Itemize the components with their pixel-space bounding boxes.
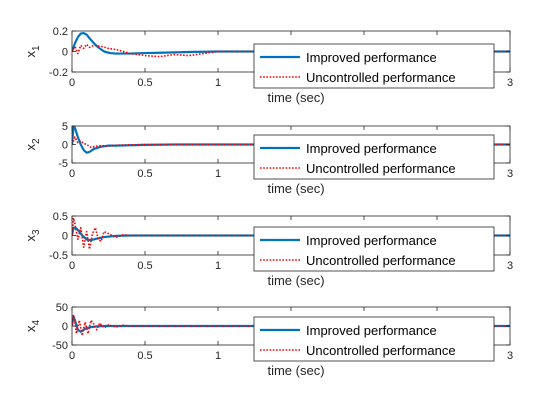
x-tick-label: 0.5: [137, 260, 152, 272]
y-tick-label: -0.2: [49, 67, 68, 79]
series-line-improved: [72, 31, 510, 55]
y-axis-label: x3: [23, 229, 42, 242]
legend-box: [253, 316, 495, 362]
legend-entry-label: Uncontrolled performance: [306, 161, 456, 176]
y-tick-label: 0.5: [53, 211, 68, 223]
legend-box: [253, 134, 495, 180]
x-axis-label: time (sec): [267, 363, 324, 378]
x-tick-label: 3: [507, 168, 513, 180]
legend: Improved performance Uncontrolled perform…: [253, 316, 495, 362]
y-tick-label: 0.2: [53, 26, 68, 38]
y-tick-label: 0: [62, 231, 68, 243]
series-line-uncontrolled: [72, 43, 510, 58]
legend-entry-label: Improved performance: [306, 233, 437, 248]
legend-entry-label: Uncontrolled performance: [306, 343, 456, 358]
y-tick-label: -5: [58, 158, 68, 170]
series-line-improved: [72, 315, 510, 333]
legend-entry-label: Improved performance: [306, 323, 437, 338]
y-tick-label: 0: [62, 140, 68, 152]
x-tick-label: 0.5: [137, 77, 152, 89]
y-axis-label: x2: [23, 138, 42, 151]
legend-entry-label: Improved performance: [306, 141, 437, 156]
x-tick-label: 0: [69, 350, 75, 362]
legend: Improved performance Uncontrolled perform…: [253, 134, 495, 180]
y-tick-label: 0: [62, 321, 68, 333]
legend-entry-label: Uncontrolled performance: [306, 253, 456, 268]
x-tick-label: 0: [69, 168, 75, 180]
legend-box: [253, 43, 495, 89]
y-axis-label: x1: [23, 45, 42, 58]
y-tick-label: -0.5: [49, 250, 68, 262]
x-axis-label: time (sec): [267, 273, 324, 288]
x-axis-label: time (sec): [267, 181, 324, 196]
y-tick-label: 50: [56, 302, 68, 314]
y-tick-label: 5: [62, 121, 68, 133]
x-tick-label: 1: [215, 77, 221, 89]
x-tick-label: 3: [507, 260, 513, 272]
series-line-uncontrolled: [72, 313, 510, 337]
legend: Improved performance Uncontrolled perform…: [253, 43, 495, 89]
legend-entry-label: Improved performance: [306, 50, 437, 65]
x-tick-label: 0.5: [137, 350, 152, 362]
x-tick-label: 1: [215, 350, 221, 362]
y-tick-label: -50: [52, 340, 68, 352]
x-tick-label: 3: [507, 350, 513, 362]
y-tick-label: 0: [62, 47, 68, 59]
legend-box: [253, 226, 495, 272]
x-tick-label: 1: [215, 260, 221, 272]
x-axis-label: time (sec): [267, 90, 324, 105]
y-axis-label: x4: [23, 320, 42, 333]
x-tick-label: 0: [69, 260, 75, 272]
legend-entry-label: Uncontrolled performance: [306, 70, 456, 85]
series-line-uncontrolled: [72, 217, 510, 250]
x-tick-label: 0: [69, 77, 75, 89]
x-tick-label: 0.5: [137, 168, 152, 180]
x-tick-label: 1: [215, 168, 221, 180]
legend: Improved performance Uncontrolled perform…: [253, 226, 495, 272]
x-tick-label: 3: [507, 77, 513, 89]
